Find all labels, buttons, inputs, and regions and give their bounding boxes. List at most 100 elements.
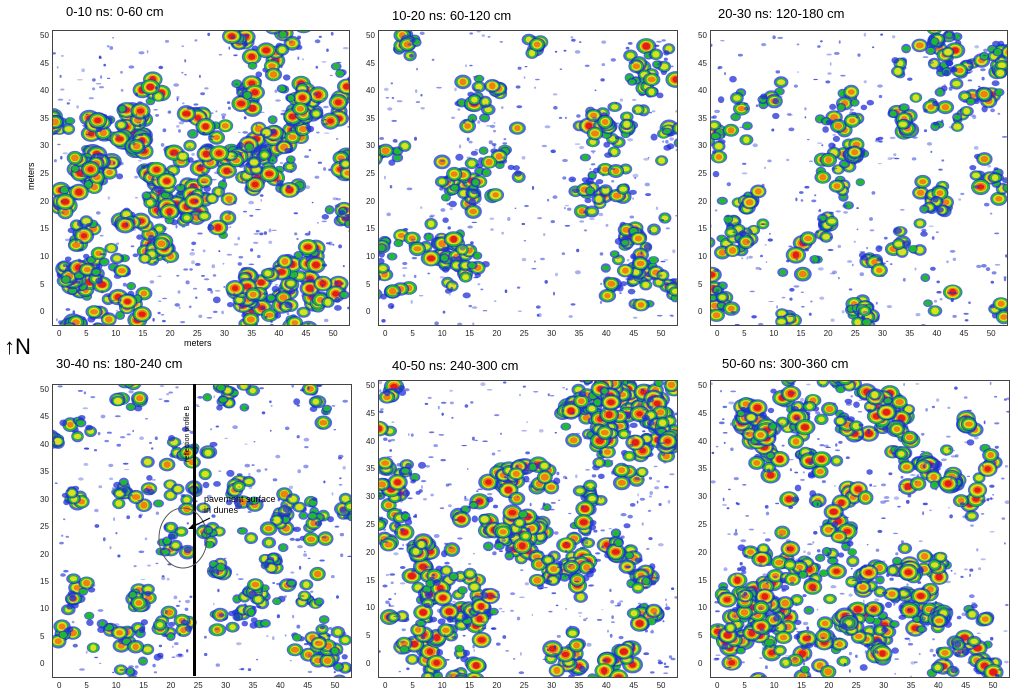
amplitude-blob bbox=[186, 142, 194, 149]
amplitude-speckle bbox=[564, 205, 570, 207]
amplitude-blob bbox=[832, 135, 840, 142]
amplitude-speckle bbox=[274, 283, 279, 286]
amplitude-speckle bbox=[627, 42, 633, 45]
amplitude-speckle bbox=[543, 233, 546, 237]
amplitude-blob bbox=[237, 141, 244, 149]
amplitude-speckle bbox=[521, 222, 526, 226]
amplitude-speckle bbox=[57, 98, 64, 101]
amplitude-blob bbox=[299, 309, 308, 316]
amplitude-speckle bbox=[227, 201, 233, 204]
amplitude-speckle bbox=[465, 64, 467, 68]
amplitude-blob bbox=[827, 218, 836, 224]
amplitude-blob bbox=[642, 281, 650, 289]
amplitude-speckle bbox=[243, 116, 247, 120]
amplitude-speckle bbox=[115, 134, 120, 137]
amplitude-speckle bbox=[651, 276, 657, 281]
amplitude-speckle bbox=[59, 211, 65, 214]
amplitude-speckle bbox=[313, 100, 316, 103]
amplitude-blob bbox=[468, 198, 476, 205]
amplitude-speckle bbox=[493, 122, 496, 124]
amplitude-blob bbox=[893, 227, 902, 235]
amplitude-speckle bbox=[96, 258, 99, 260]
amplitude-blob bbox=[53, 118, 59, 126]
amplitude-speckle bbox=[115, 310, 119, 312]
amplitude-blob bbox=[336, 70, 344, 77]
amplitude-blob bbox=[298, 31, 309, 33]
amplitude-blob bbox=[248, 53, 256, 60]
amplitude-blob bbox=[95, 277, 103, 284]
amplitude-blob bbox=[482, 169, 490, 176]
amplitude-speckle bbox=[181, 149, 186, 154]
amplitude-speckle bbox=[611, 179, 615, 183]
amplitude-blob bbox=[779, 269, 787, 276]
amplitude-speckle bbox=[239, 305, 245, 309]
amplitude-blob bbox=[116, 312, 124, 319]
amplitude-speckle bbox=[669, 137, 674, 141]
amplitude-speckle bbox=[130, 245, 135, 248]
amplitude-blob bbox=[243, 91, 251, 99]
amplitude-speckle bbox=[415, 89, 418, 93]
amplitude-speckle bbox=[253, 241, 259, 244]
amplitude-speckle bbox=[304, 232, 311, 236]
amplitude-blob bbox=[288, 134, 297, 140]
amplitude-speckle bbox=[323, 132, 330, 134]
amplitude-speckle bbox=[59, 74, 62, 78]
amplitude-speckle bbox=[651, 110, 656, 113]
amplitude-speckle bbox=[515, 85, 521, 89]
amplitude-blob bbox=[154, 93, 162, 100]
amplitude-speckle bbox=[544, 125, 551, 129]
amplitude-blob bbox=[485, 158, 493, 166]
amplitude-speckle bbox=[223, 286, 226, 288]
amplitude-speckle bbox=[472, 322, 475, 325]
amplitude-speckle bbox=[332, 243, 335, 246]
amplitude-speckle bbox=[197, 164, 204, 167]
amplitude-speckle bbox=[323, 318, 329, 323]
amplitude-speckle bbox=[305, 277, 311, 281]
amplitude-speckle bbox=[56, 66, 59, 69]
amplitude-speckle bbox=[601, 40, 607, 44]
amplitude-speckle bbox=[219, 190, 222, 194]
amplitude-speckle bbox=[318, 35, 322, 38]
amplitude-blob bbox=[626, 52, 635, 59]
amplitude-speckle bbox=[328, 168, 332, 172]
amplitude-speckle bbox=[149, 280, 155, 284]
amplitude-blob bbox=[295, 252, 302, 258]
amplitude-blob bbox=[388, 253, 396, 260]
amplitude-speckle bbox=[109, 121, 113, 125]
amplitude-blob bbox=[200, 213, 209, 219]
amplitude-blob bbox=[951, 66, 958, 73]
amplitude-blob bbox=[326, 206, 333, 213]
amplitude-speckle bbox=[285, 148, 288, 150]
amplitude-speckle bbox=[550, 220, 555, 224]
amplitude-blob bbox=[533, 41, 541, 48]
amplitude-speckle bbox=[240, 277, 245, 280]
amplitude-speckle bbox=[218, 53, 223, 56]
amplitude-blob bbox=[287, 95, 294, 102]
amplitude-blob bbox=[804, 235, 813, 242]
gpr-slice-panel-1 bbox=[52, 30, 350, 326]
amplitude-blob bbox=[249, 291, 257, 298]
amplitude-blob bbox=[666, 143, 675, 150]
amplitude-blob bbox=[146, 199, 154, 206]
amplitude-speckle bbox=[334, 281, 339, 285]
amplitude-speckle bbox=[157, 275, 162, 278]
amplitude-speckle bbox=[120, 88, 124, 92]
amplitude-speckle bbox=[336, 198, 341, 201]
amplitude-speckle bbox=[191, 241, 197, 246]
amplitude-blob bbox=[916, 189, 925, 196]
amplitude-speckle bbox=[213, 131, 215, 134]
amplitude-speckle bbox=[77, 258, 81, 262]
amplitude-speckle bbox=[181, 210, 186, 214]
amplitude-blob bbox=[279, 294, 288, 301]
amplitude-speckle bbox=[178, 121, 185, 125]
amplitude-blob bbox=[1003, 184, 1007, 191]
amplitude-speckle bbox=[306, 86, 312, 88]
amplitude-speckle bbox=[338, 158, 342, 162]
amplitude-speckle bbox=[233, 54, 238, 57]
amplitude-speckle bbox=[440, 208, 446, 212]
amplitude-blob bbox=[115, 136, 124, 142]
amplitude-blob bbox=[92, 269, 100, 275]
amplitude-speckle bbox=[245, 33, 250, 37]
amplitude-blob bbox=[87, 257, 95, 263]
amplitude-speckle bbox=[347, 306, 349, 310]
